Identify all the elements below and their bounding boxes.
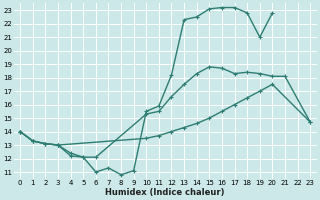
X-axis label: Humidex (Indice chaleur): Humidex (Indice chaleur) xyxy=(106,188,225,197)
